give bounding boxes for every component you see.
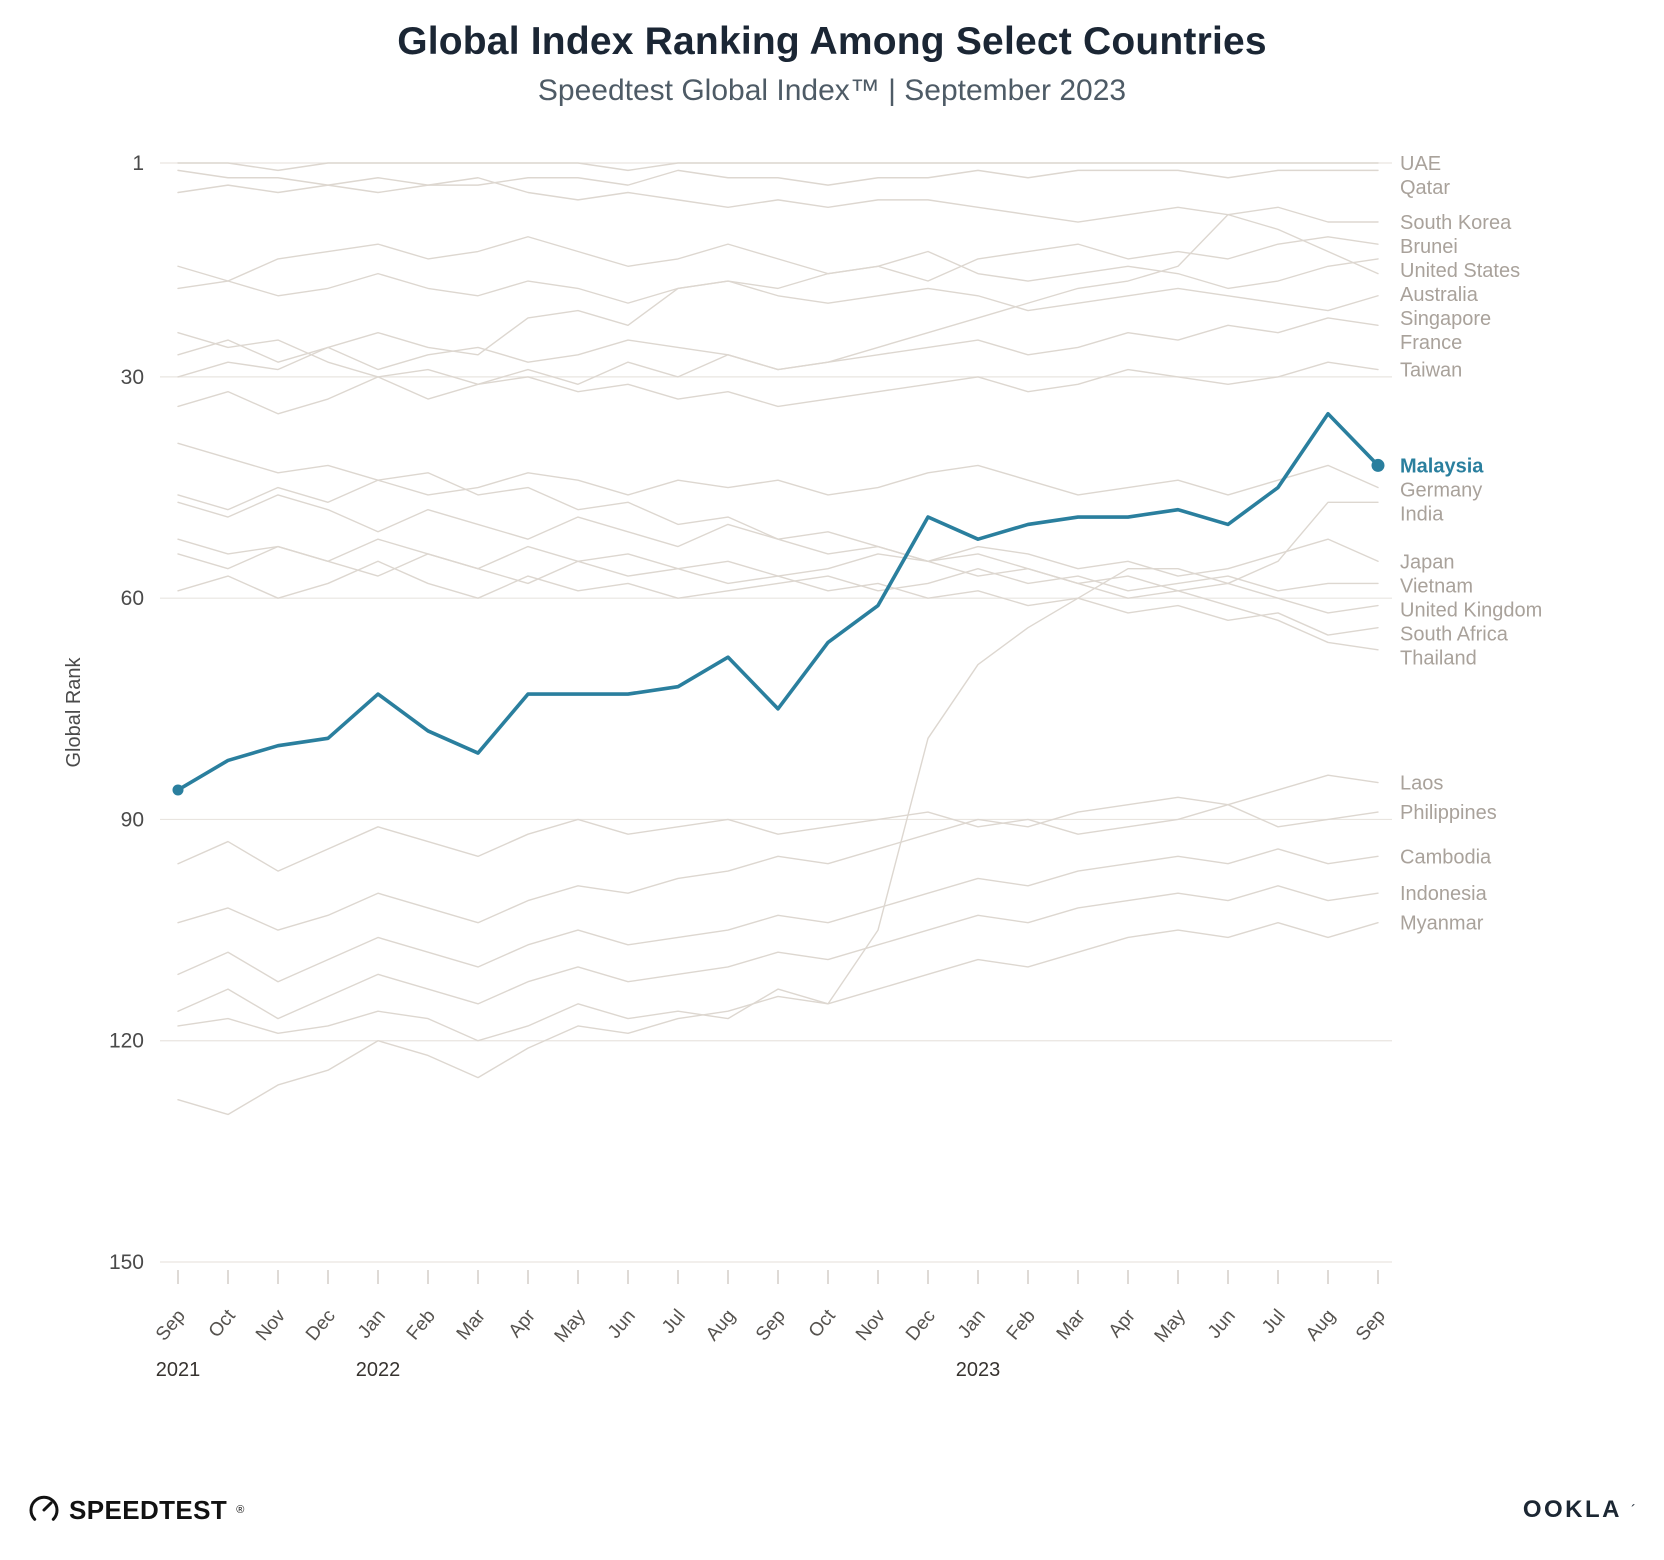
year-label: 2021 — [156, 1359, 201, 1381]
x-tick-label: Feb — [1003, 1306, 1040, 1345]
country-label-south-africa: South Africa — [1400, 623, 1509, 645]
ookla-logo: OOKLA ´ — [1523, 1496, 1636, 1524]
series-line-philippines — [177, 803, 1379, 872]
ookla-wordmark: OOKLA — [1522, 1496, 1622, 1523]
country-label-india: India — [1400, 503, 1444, 525]
speedtest-wordmark: SPEEDTEST — [69, 1494, 228, 1525]
series-line-brunei — [177, 236, 1379, 378]
country-label-malaysia: Malaysia — [1400, 455, 1484, 477]
country-label-south-korea: South Korea — [1400, 212, 1512, 234]
series-line-singapore — [177, 272, 1379, 312]
country-label-brunei: Brunei — [1400, 236, 1458, 258]
series-line-thailand — [177, 494, 1379, 651]
series-line-cambodia — [177, 848, 1379, 983]
speedtest-gauge-icon — [29, 1495, 59, 1521]
y-tick-label: 120 — [109, 1030, 144, 1053]
x-tick-label: Feb — [403, 1306, 440, 1345]
x-tick-label: Aug — [702, 1306, 740, 1345]
x-tick-label: Jan — [354, 1306, 390, 1343]
series-end-dot-malaysia — [1371, 458, 1385, 472]
country-label-thailand: Thailand — [1400, 647, 1477, 669]
x-tick-label: Oct — [205, 1305, 241, 1342]
x-tick-label: Apr — [1105, 1305, 1141, 1342]
series-line-germany — [177, 464, 1379, 511]
country-label-cambodia: Cambodia — [1400, 846, 1492, 868]
chart-header: Global Index Ranking Among Select Countr… — [0, 20, 1664, 108]
speedtest-logo: SPEEDTEST ® — [28, 1494, 244, 1526]
y-tick-label: 150 — [109, 1251, 144, 1274]
country-label-philippines: Philippines — [1400, 802, 1497, 824]
chart-title: Global Index Ranking Among Select Countr… — [397, 20, 1267, 63]
y-tick-label: 1 — [132, 152, 144, 175]
chart-footer: SPEEDTEST ® OOKLA ´ — [0, 1494, 1664, 1526]
country-label-laos: Laos — [1400, 773, 1443, 795]
x-tick-label: Oct — [805, 1305, 841, 1342]
series-line-france — [177, 317, 1379, 415]
country-label-vietnam: Vietnam — [1400, 575, 1473, 597]
x-tick-label: Jul — [1258, 1306, 1290, 1338]
country-label-france: France — [1400, 332, 1462, 354]
country-label-myanmar: Myanmar — [1400, 913, 1484, 935]
series-line-laos — [177, 774, 1379, 931]
y-axis-title: Global Rank — [63, 656, 85, 767]
country-label-indonesia: Indonesia — [1400, 883, 1488, 905]
year-label: 2023 — [956, 1359, 1001, 1381]
year-label: 2022 — [356, 1359, 401, 1381]
x-tick-label: Sep — [152, 1306, 190, 1345]
x-tick-label: Aug — [1302, 1306, 1340, 1345]
series-line-united-kingdom — [177, 442, 1379, 614]
chart-subtitle: Speedtest Global Index™ | September 2023 — [537, 74, 1127, 107]
y-tick-label: 90 — [121, 808, 144, 831]
series-line-myanmar — [177, 922, 1379, 1116]
x-tick-label: May — [551, 1305, 590, 1346]
y-tick-label: 60 — [121, 587, 144, 610]
country-label-taiwan: Taiwan — [1400, 360, 1462, 382]
series-line-south-africa — [177, 545, 1379, 636]
x-tick-label: Nov — [252, 1305, 290, 1345]
x-tick-label: Mar — [1053, 1305, 1091, 1344]
series-line-qatar — [177, 169, 1379, 194]
speedtest-trademark: ® — [236, 1504, 245, 1516]
series-line-australia — [177, 213, 1379, 371]
x-tick-label: May — [1151, 1305, 1190, 1346]
x-tick-label: Sep — [752, 1306, 790, 1345]
x-tick-label: Dec — [302, 1306, 340, 1345]
series-line-taiwan — [177, 331, 1379, 408]
country-label-united-states: United States — [1400, 260, 1520, 282]
ookla-accent: ´ — [1631, 1501, 1636, 1519]
x-tick-label: Mar — [453, 1305, 491, 1344]
x-tick-label: Jun — [604, 1306, 640, 1343]
x-tick-label: Sep — [1352, 1306, 1390, 1345]
series-line-united-states — [177, 236, 1379, 290]
country-label-united-kingdom: United Kingdom — [1400, 599, 1542, 621]
series-line-india — [177, 501, 1379, 1042]
country-label-singapore: Singapore — [1400, 308, 1491, 330]
series-line-uae — [177, 162, 1379, 172]
series-start-dot-malaysia — [172, 784, 184, 796]
x-tick-label: Apr — [505, 1305, 541, 1342]
series-line-malaysia — [176, 411, 1380, 792]
x-tick-label: Jul — [658, 1306, 690, 1338]
country-label-japan: Japan — [1400, 551, 1455, 573]
country-label-uae: UAE — [1400, 153, 1441, 175]
y-tick-label: 30 — [121, 366, 144, 389]
series-line-vietnam — [177, 560, 1379, 599]
x-tick-label: Nov — [852, 1305, 890, 1345]
x-tick-label: Dec — [902, 1306, 940, 1345]
country-label-germany: Germany — [1400, 479, 1482, 501]
series-line-indonesia — [177, 885, 1379, 1020]
country-label-qatar: Qatar — [1400, 177, 1450, 199]
x-tick-label: Jan — [954, 1306, 990, 1343]
x-tick-label: Jun — [1204, 1306, 1240, 1343]
country-label-australia: Australia — [1400, 284, 1479, 306]
series-line-south-korea — [177, 169, 1379, 223]
